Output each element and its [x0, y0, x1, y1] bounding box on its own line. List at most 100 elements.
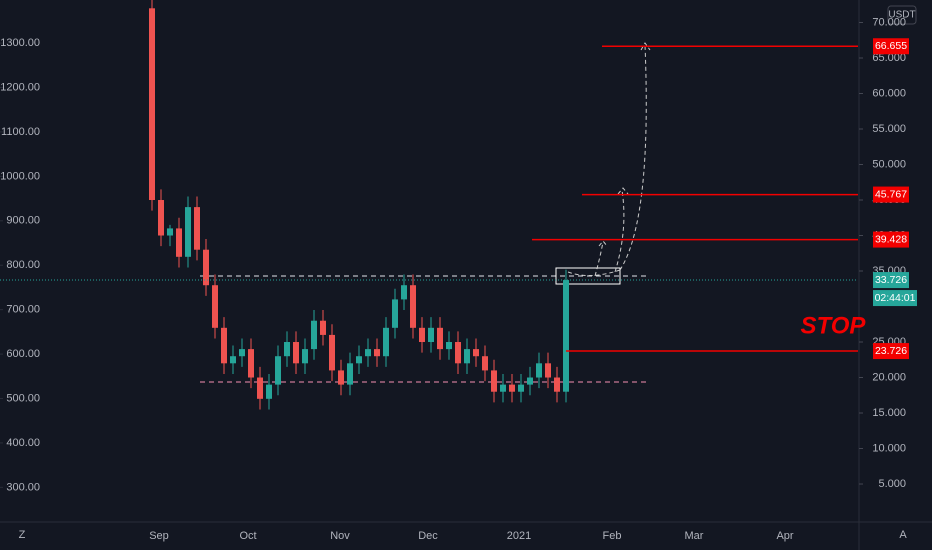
candle-body	[392, 299, 398, 328]
currency-badge[interactable]	[887, 5, 917, 25]
projection-arrow	[594, 240, 608, 277]
candle-body	[329, 334, 335, 371]
y-tick-label: 600.00	[6, 348, 40, 360]
candle-body	[257, 377, 263, 399]
candle-body	[311, 320, 317, 350]
currency-label: USDT	[888, 10, 915, 21]
candle-body	[491, 370, 497, 392]
y-tick-label: 300.00	[6, 481, 40, 493]
candle-body	[482, 356, 488, 371]
x-tick-label: Feb	[603, 530, 622, 542]
candle-body	[194, 207, 200, 250]
candle-body	[293, 342, 299, 364]
candle-body	[158, 200, 164, 236]
y-tick-label: 1000.00	[0, 170, 40, 182]
candle-body	[527, 377, 533, 385]
candle-body	[266, 384, 272, 399]
price-tag	[873, 343, 909, 360]
candle-body	[185, 207, 191, 257]
price-tag	[873, 231, 909, 248]
candle-body	[248, 349, 254, 378]
projection-arrow	[619, 42, 651, 271]
candle-body	[149, 8, 155, 201]
y2-tick-label: 50.000	[872, 158, 906, 170]
y-tick-label: 500.00	[6, 392, 40, 404]
candle-body	[473, 349, 479, 357]
candle-body	[302, 349, 308, 364]
y2-tick-label: 10.000	[872, 442, 906, 454]
candle-body	[464, 349, 470, 364]
candle-body	[509, 384, 515, 392]
countdown-label: 02:44:01	[875, 292, 916, 304]
y2-tick-label: 65.000	[872, 52, 906, 64]
projection-arrow	[614, 187, 629, 273]
x-tick-label: Dec	[418, 530, 438, 542]
y2-tick-label: 60.000	[872, 87, 906, 99]
candle-body	[356, 356, 362, 364]
price-tag-label: 39.428	[875, 233, 907, 245]
y-tick-label: 400.00	[6, 437, 40, 449]
candle-body	[536, 363, 542, 378]
breakout-box	[555, 267, 621, 285]
candle-body	[518, 384, 524, 392]
price-tag-label: 45.767	[875, 188, 907, 200]
price-tag	[873, 38, 909, 55]
candle-body	[230, 356, 236, 364]
countdown-tag	[873, 290, 917, 307]
candle-body	[203, 249, 209, 286]
candle-body	[554, 377, 560, 392]
y2-tick-label: 20.000	[872, 371, 906, 383]
candle-body	[176, 228, 182, 257]
y-tick-label: 800.00	[6, 259, 40, 271]
x-tick-label: Apr	[776, 530, 793, 542]
candle-body	[374, 349, 380, 357]
candle-body	[167, 228, 173, 236]
candle-body	[419, 327, 425, 343]
price-tag	[873, 272, 909, 289]
candle-body	[239, 349, 245, 357]
candle-body	[563, 280, 569, 392]
candle-body	[284, 342, 290, 357]
corner-label[interactable]: Z	[19, 529, 26, 541]
candle-body	[500, 384, 506, 392]
candle-body	[455, 342, 461, 364]
y2-tick-label: 15.000	[872, 407, 906, 419]
y-tick-label: 900.00	[6, 215, 40, 227]
y-tick-label: 1300.00	[0, 37, 40, 49]
stop-label: STOP	[801, 312, 867, 339]
y2-tick-label: 70.000	[872, 16, 906, 28]
x-tick-label: Mar	[685, 530, 704, 542]
y2-tick-label: 5.000	[878, 478, 906, 490]
candle-body	[221, 327, 227, 364]
candle-body	[428, 327, 434, 343]
candle-body	[446, 342, 452, 350]
candle-body	[275, 356, 281, 385]
corner-label[interactable]: A	[899, 529, 907, 541]
y2-tick-label: 55.000	[872, 123, 906, 135]
x-tick-label: Oct	[239, 530, 256, 542]
candle-body	[320, 320, 326, 335]
last-price-label: 33.726	[875, 274, 907, 286]
candle-body	[545, 363, 551, 378]
candle-body	[383, 327, 389, 357]
x-tick-label: Sep	[149, 530, 169, 542]
candle-body	[410, 285, 416, 328]
y-tick-label: 1100.00	[1, 126, 40, 138]
price-tag-label: 23.726	[875, 345, 907, 357]
candle-body	[365, 349, 371, 357]
candle-body	[401, 285, 407, 300]
candle-body	[347, 363, 353, 385]
y-tick-label: 1200.00	[0, 81, 40, 93]
candle-body	[338, 370, 344, 385]
projection-arrow	[567, 269, 621, 276]
price-tag	[873, 186, 909, 203]
candle-body	[212, 285, 218, 328]
y-tick-label: 700.00	[6, 304, 40, 316]
x-tick-label: Nov	[330, 530, 350, 542]
price-tag-label: 66.655	[875, 40, 907, 52]
x-tick-label: 2021	[507, 530, 531, 542]
candle-body	[437, 327, 443, 350]
